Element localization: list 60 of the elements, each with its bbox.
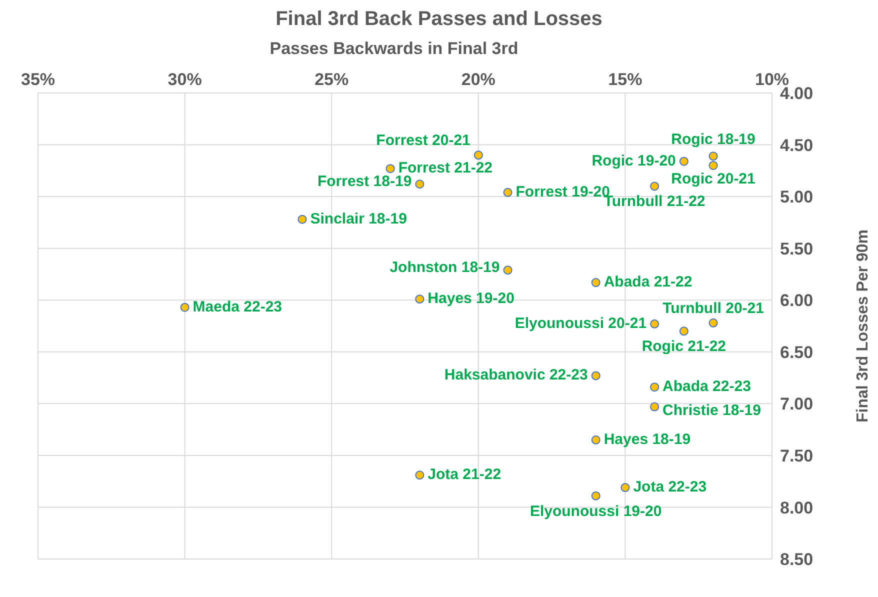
y-tick-label: 7.00 xyxy=(780,394,814,414)
point xyxy=(180,302,190,312)
x-tick-label: 25% xyxy=(314,70,349,89)
y-axis-title: Final 3rd Losses Per 90m xyxy=(854,230,872,422)
x-tick-label: 15% xyxy=(608,70,642,89)
data-label: Elyounoussi 19-20 xyxy=(530,502,662,520)
point xyxy=(415,470,424,480)
point xyxy=(679,156,688,166)
data-label: Rogic 18-19 xyxy=(671,131,756,148)
point xyxy=(298,214,307,224)
point xyxy=(591,371,600,380)
point xyxy=(591,491,600,500)
data-label: Christie 18-19 xyxy=(662,402,761,419)
data-label: Elyounoussi 20-21 xyxy=(514,314,647,332)
y-tick-label: 5.00 xyxy=(780,188,814,207)
x-axis-title: Passes Backwards in Final 3rd xyxy=(268,39,520,59)
point xyxy=(650,182,660,191)
point xyxy=(474,150,483,160)
data-label: Jota 21-22 xyxy=(428,466,502,484)
data-label: Johnston 18-19 xyxy=(390,259,500,276)
point xyxy=(650,402,660,412)
y-tick-label: 4.00 xyxy=(780,84,814,104)
y-tick-label: 8.50 xyxy=(780,550,814,570)
y-tick-label: 8.00 xyxy=(780,498,814,518)
point xyxy=(620,483,630,492)
data-label: Forrest 20-21 xyxy=(376,132,470,150)
data-label: Jota 22-23 xyxy=(633,478,707,496)
data-label: Sinclair 18-19 xyxy=(310,210,407,228)
point xyxy=(503,188,512,197)
data-label: Turnbull 20-21 xyxy=(662,300,764,317)
y-tick-label: 6.00 xyxy=(780,291,814,310)
point xyxy=(708,152,718,161)
data-label: Hayes 19-20 xyxy=(428,290,514,308)
point xyxy=(415,180,424,189)
point xyxy=(650,319,660,328)
y-tick-label: 6.50 xyxy=(780,342,814,362)
data-label: Rogic 21-22 xyxy=(642,338,726,356)
y-tick-label: 4.50 xyxy=(780,136,814,155)
data-label: Rogic 19-20 xyxy=(592,152,676,170)
y-tick-label: 5.50 xyxy=(780,239,814,258)
x-tick-label: 35% xyxy=(20,70,56,89)
data-label: Abada 22-23 xyxy=(662,378,751,396)
point xyxy=(503,266,512,275)
point xyxy=(415,294,424,304)
point xyxy=(591,278,600,288)
data-label: Rogic 20-21 xyxy=(671,170,756,188)
point xyxy=(708,160,718,170)
data-label: Abada 21-22 xyxy=(604,274,692,291)
point xyxy=(679,326,688,336)
point xyxy=(386,164,395,174)
point xyxy=(708,318,718,328)
chart-title: Final 3rd Back Passes and Losses xyxy=(274,8,604,31)
x-tick-label: 20% xyxy=(461,70,496,89)
data-label: Hayes 18-19 xyxy=(604,430,691,448)
point xyxy=(591,435,600,444)
data-label: Haksabanovic 22-23 xyxy=(444,366,588,384)
data-label: Maeda 22-23 xyxy=(192,298,282,316)
y-tick-label: 7.50 xyxy=(780,446,814,466)
point xyxy=(650,382,660,392)
x-tick-label: 30% xyxy=(168,70,202,89)
